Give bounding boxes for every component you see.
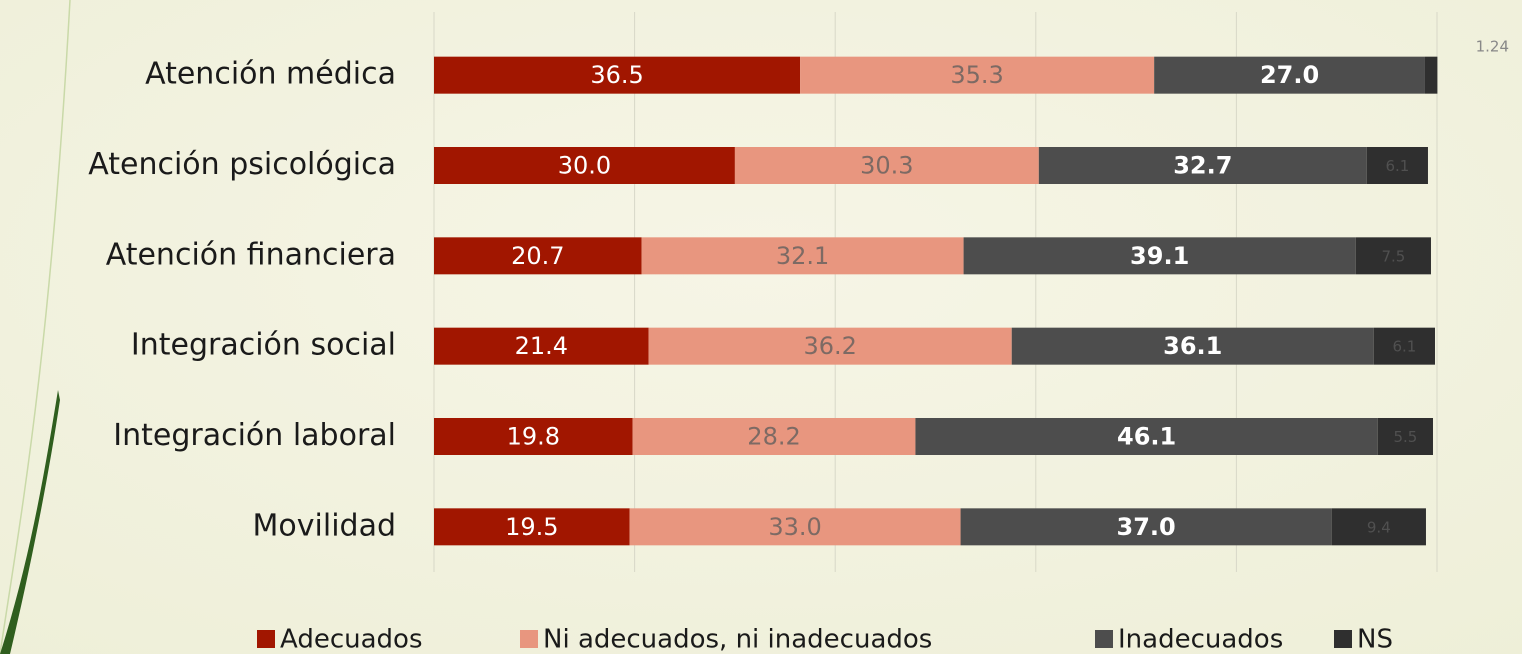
bar-segment	[1038, 147, 1367, 184]
value-label: 6.1	[1392, 338, 1416, 356]
bar-segment	[1424, 56, 1438, 94]
bar-segment	[734, 147, 1039, 184]
value-label: 7.5	[1381, 247, 1405, 265]
bar-segment	[1366, 147, 1428, 184]
bar-segment	[915, 418, 1378, 455]
bar-segment	[963, 237, 1356, 275]
y-tick-label: Integración laboral	[113, 418, 396, 453]
bar-segment	[960, 508, 1332, 546]
bar-segment	[434, 327, 649, 365]
y-tick-label: Atención psicológica	[88, 147, 396, 182]
value-label: 19.5	[505, 513, 558, 541]
y-tick-label: Atención financiera	[106, 237, 396, 272]
value-label: 5.5	[1393, 428, 1417, 446]
value-label: 32.7	[1173, 152, 1232, 180]
bar-segment	[632, 418, 916, 455]
legend-swatch	[1095, 630, 1113, 648]
value-label: 36.2	[803, 332, 856, 360]
bar-segment	[641, 237, 964, 275]
value-label: 27.0	[1260, 61, 1319, 89]
legend-label: Adecuados	[280, 625, 423, 654]
legend-label: NS	[1357, 625, 1393, 654]
value-label: 36.5	[590, 61, 643, 89]
decoration-line	[0, 0, 71, 654]
legend-label: Inadecuados	[1118, 625, 1283, 654]
legend-label: Ni adecuados, ni inadecuados	[543, 625, 932, 654]
value-label: 36.1	[1163, 332, 1222, 360]
bar-segment	[1331, 508, 1426, 546]
bar-segment	[434, 147, 735, 184]
value-label: 6.1	[1385, 157, 1409, 175]
value-label: 33.0	[768, 513, 821, 541]
legend-swatch	[520, 630, 538, 648]
bar-segment	[434, 237, 642, 275]
bar-segment	[1373, 327, 1435, 365]
y-tick-label: Movilidad	[253, 508, 396, 543]
value-label: 30.0	[558, 152, 611, 180]
value-label: 9.4	[1367, 518, 1391, 536]
value-label: 37.0	[1117, 513, 1176, 541]
bar-segment	[434, 56, 801, 94]
bar-segment	[648, 327, 1012, 365]
bar-segment	[434, 508, 630, 546]
value-label: 30.3	[860, 152, 913, 180]
legend-swatch	[257, 630, 275, 648]
value-label: 21.4	[515, 332, 568, 360]
value-label: 19.8	[507, 423, 560, 451]
bar-segment	[1377, 418, 1433, 455]
y-tick-label: Atención médica	[145, 57, 396, 92]
bar-segment	[800, 56, 1155, 94]
y-tick-label: Integración social	[131, 328, 396, 363]
value-label: 1.24	[1476, 38, 1509, 56]
bar-segment	[1154, 56, 1425, 94]
value-label: 28.2	[747, 423, 800, 451]
legend-swatch	[1334, 630, 1352, 648]
value-label: 32.1	[776, 242, 829, 270]
bar-segment	[629, 508, 961, 546]
bar-segment	[1011, 327, 1374, 365]
value-label: 39.1	[1130, 242, 1189, 270]
bar-segment	[434, 418, 633, 455]
value-label: 35.3	[950, 61, 1003, 89]
bar-segment	[1355, 237, 1431, 275]
value-label: 46.1	[1117, 423, 1176, 451]
decoration-leaf	[0, 390, 60, 654]
value-label: 20.7	[511, 242, 564, 270]
